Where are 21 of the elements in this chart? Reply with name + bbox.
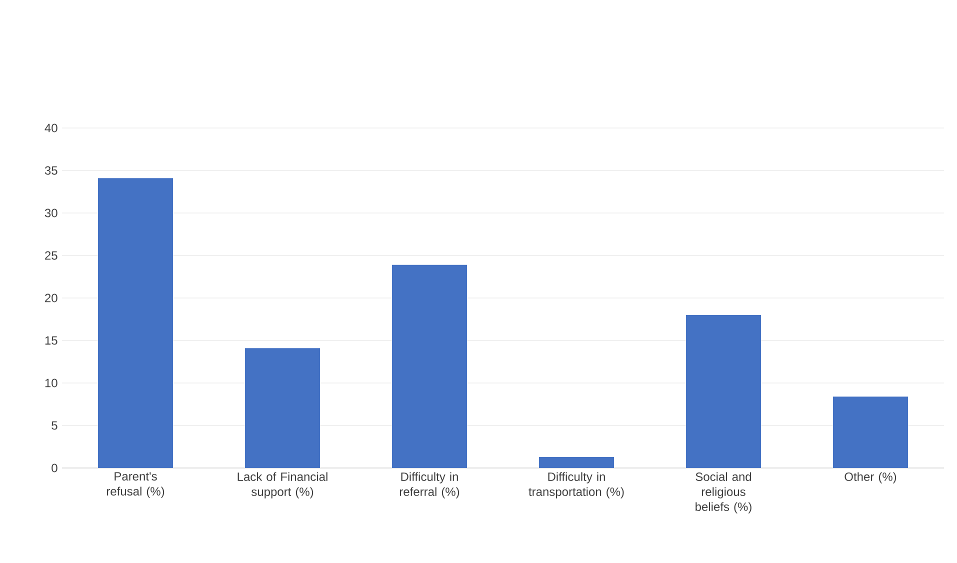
x-tick-label: Lack of Financial support (%): [238, 472, 328, 498]
y-tick-label: 5: [52, 421, 58, 430]
y-tick-label: 35: [44, 166, 58, 175]
y-tick-label: 20: [45, 294, 58, 302]
y-tick-label: 0: [52, 464, 58, 472]
x-tick-label: Difficulty in transportation (%): [528, 472, 624, 498]
y-tick-label: 30: [44, 208, 58, 218]
bar: [392, 264, 468, 468]
bar: [686, 315, 762, 468]
x-tick-label: Parent's refusal (%): [106, 472, 164, 498]
bar: [245, 348, 320, 468]
bar: [539, 456, 614, 468]
x-tick-label: Other (%): [844, 472, 896, 484]
bar: [833, 396, 908, 468]
bar: [98, 178, 174, 468]
y-tick-label: 40: [44, 124, 58, 132]
x-tick-label: Difficulty in referral (%): [400, 472, 460, 498]
x-tick-label: Social and religious beliefs (%): [696, 472, 752, 514]
y-tick-label: 15: [45, 336, 58, 345]
y-tick-label: 10: [45, 378, 58, 388]
y-tick-label: 25: [45, 251, 58, 260]
